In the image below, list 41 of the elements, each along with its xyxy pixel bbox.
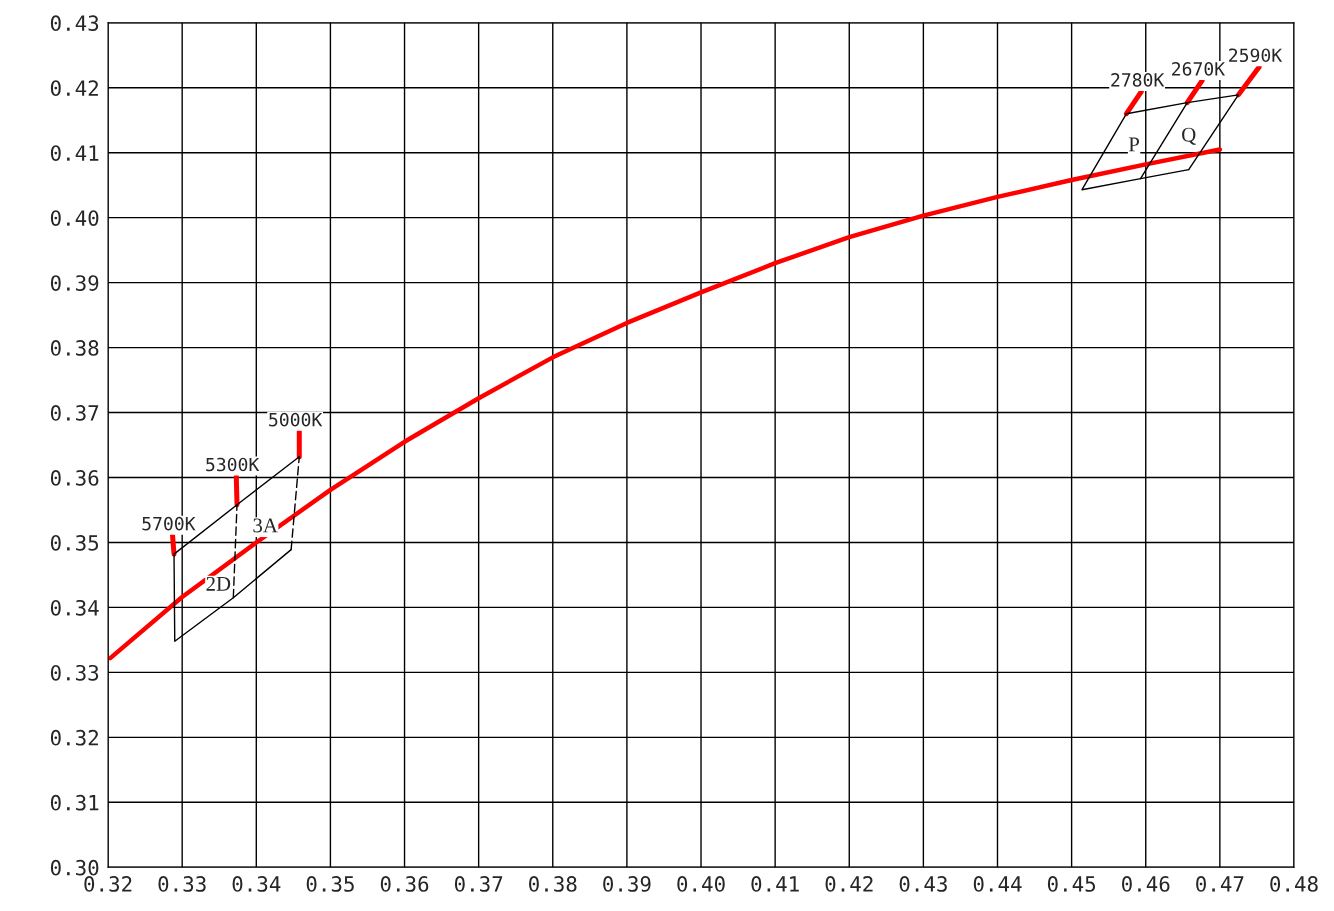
y-tick-label: 0.32 <box>50 729 98 746</box>
annotation: 5300K <box>206 457 260 472</box>
y-tick-label: 0.30 <box>50 859 99 876</box>
annotation: 5700K <box>142 516 196 531</box>
x-tick-label: 0.48 <box>1270 876 1318 892</box>
annotation: 2780K <box>1111 73 1165 87</box>
annotation: 2590K <box>1229 48 1283 63</box>
annotation: 2670K <box>1172 62 1226 76</box>
x-tick-label: 0.41 <box>751 876 799 892</box>
x-tick-label: 0.37 <box>454 876 503 892</box>
y-tick-label: 0.38 <box>50 340 99 356</box>
x-tick-label: 0.34 <box>232 876 281 892</box>
x-tick-label: 0.40 <box>677 876 725 892</box>
x-tick-label: 0.42 <box>825 876 873 892</box>
x-tick-label: 0.44 <box>973 876 1022 892</box>
y-tick-label: 0.36 <box>50 470 99 486</box>
y-tick-label: 0.31 <box>50 794 99 811</box>
y-tick-label: 0.43 <box>50 15 99 32</box>
x-tick-label: 0.36 <box>380 876 429 892</box>
y-tick-label: 0.34 <box>50 599 99 616</box>
annotation: 5000K <box>269 412 323 427</box>
y-tick-label: 0.42 <box>50 80 98 96</box>
y-tick-label: 0.37 <box>50 405 99 421</box>
y-tick-label: 0.41 <box>50 145 99 161</box>
y-tick-label: 0.35 <box>50 534 99 551</box>
y-tick-label: 0.39 <box>50 275 99 291</box>
x-tick-label: 0.35 <box>306 876 354 892</box>
x-tick-label: 0.46 <box>1122 876 1170 892</box>
x-tick-label: 0.45 <box>1047 876 1096 892</box>
x-tick-label: 0.43 <box>899 876 947 892</box>
series-label: 2D <box>206 576 231 591</box>
series-label: Q <box>1182 127 1196 145</box>
y-tick-label: 0.40 <box>50 210 99 226</box>
x-tick-label: 0.33 <box>158 876 206 892</box>
x-tick-label: 0.32 <box>84 876 132 892</box>
y-tick-label: 0.33 <box>50 664 99 681</box>
series-label: 3A <box>253 518 278 533</box>
series-label: P <box>1128 137 1140 152</box>
x-tick-label: 0.39 <box>603 876 651 892</box>
x-tick-label: 0.38 <box>529 876 577 892</box>
x-tick-label: 0.47 <box>1196 876 1244 892</box>
